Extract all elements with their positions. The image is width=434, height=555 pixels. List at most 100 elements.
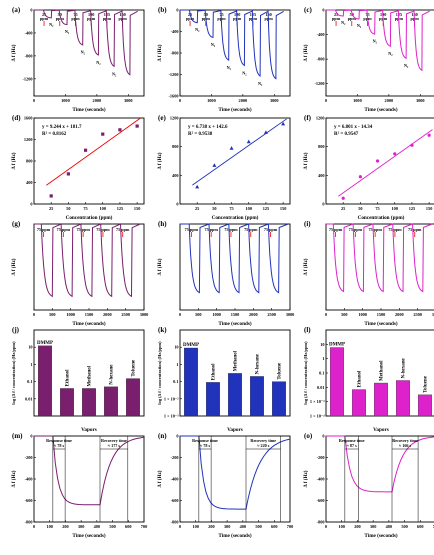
x-tick-label: 500: [401, 524, 407, 529]
x-axis-label: Time (seconds): [72, 106, 105, 113]
concentration-unit: ppm: [265, 16, 274, 21]
x-tick-label: 125: [117, 206, 123, 211]
y-axis-label: Δ f (Hz): [156, 470, 163, 487]
y-axis-label: Δ f (Hz): [156, 44, 163, 61]
x-tick-label: 200: [62, 524, 68, 529]
x-tick-label: 400: [240, 524, 246, 529]
data-point: [427, 133, 431, 137]
bar-category-label: Toluene: [132, 359, 137, 377]
y-tick-label: 1200: [316, 116, 325, 121]
x-tick-label: 50: [358, 206, 362, 211]
x-tick-label: 75: [375, 206, 379, 211]
bar-category-label: Toluene: [424, 375, 429, 393]
y-tick-label: 0: [30, 8, 32, 13]
bar-category-label: Ethanol: [212, 363, 217, 381]
panel-l: (l) log (Δ f / concentration) (Hz/ppm) Vap…: [303, 326, 434, 433]
y-axis-label: Δ f (Hz): [10, 152, 17, 169]
x-tick-label: 75: [229, 206, 233, 211]
data-point: [263, 130, 268, 134]
panel-label: (b): [158, 6, 167, 14]
recovery-time-value: ≈ 177 s: [108, 443, 121, 448]
y-tick-label: 1 × 10⁻⁴: [310, 414, 325, 419]
panel-label: (n): [158, 432, 167, 440]
y-tick-label: 10: [28, 345, 32, 350]
data-point: [229, 146, 234, 150]
x-tick-label: 2000: [239, 98, 248, 103]
response-time-value: ≈ 87 s: [347, 443, 358, 448]
data-point: [101, 132, 105, 136]
x-tick-label: 50: [212, 206, 216, 211]
panel-label: (l): [304, 326, 311, 334]
x-tick-label: 700: [287, 524, 293, 529]
bar-category-label: Methanol: [234, 350, 239, 371]
concentration-label: 75 ppm: [185, 227, 199, 232]
n2-purge-label: N₂: [357, 23, 362, 28]
x-tick-label: 500: [109, 524, 115, 529]
data-point: [375, 159, 380, 163]
y-tick-label: -800: [171, 51, 179, 56]
concentration-label: 75 ppm: [76, 227, 90, 232]
x-tick-label: 25: [49, 206, 53, 211]
x-tick-label: 0: [325, 524, 327, 529]
plot-frame: [33, 117, 145, 205]
y-tick-label: 0.01: [317, 385, 325, 390]
y-tick-label: 0: [30, 202, 32, 207]
x-tick-label: 300: [78, 524, 84, 529]
x-tick-label: 1000: [353, 98, 362, 103]
plot-frame: [33, 223, 145, 311]
fit-line: [46, 117, 141, 186]
plot-frame: [179, 117, 291, 205]
y-tick-label: -400: [171, 29, 179, 34]
data-point: [49, 194, 53, 198]
concentration-label: 75 ppm: [264, 227, 278, 232]
y-axis-label: Δ f (Hz): [10, 44, 17, 61]
concentration-label: 75 ppm: [204, 227, 218, 232]
fit-line: [192, 118, 287, 186]
response-time-label: Response time: [192, 438, 218, 443]
panel-f: (f) Δ f (Hz) Concentration (ppm) 25 50 75 100 1…: [302, 114, 434, 221]
data-point: [118, 128, 122, 132]
x-tick-label: 1500: [231, 312, 240, 317]
x-tick-label: 3000: [140, 312, 149, 317]
x-tick-label: 2000: [103, 312, 112, 317]
concentration-unit: ppm: [56, 16, 65, 21]
bar-toluene: [418, 394, 432, 417]
y-tick-label: -400: [317, 477, 325, 482]
y-tick-label: 400: [26, 180, 32, 185]
x-tick-label: 0: [179, 524, 181, 529]
panel-m: (m) Δ f (Hz) Time (seconds) 0 100 200 300 400 50…: [10, 432, 147, 539]
response-curve: [34, 223, 141, 298]
x-axis-label: Concentration (ppm): [212, 214, 259, 221]
x-tick-label: 3000: [286, 312, 295, 317]
panel-label: (m): [12, 432, 23, 440]
recovery-time-label: Recovery time: [250, 438, 276, 443]
x-tick-label: 1000: [358, 312, 367, 317]
bar-toluene: [126, 378, 140, 417]
bar-dmmp: [330, 347, 344, 417]
x-tick-label: 200: [208, 524, 214, 529]
y-axis-label: Δ f (Hz): [156, 258, 163, 275]
y-tick-label: -800: [25, 520, 33, 525]
data-point: [246, 139, 251, 144]
response-curve: [326, 435, 434, 493]
fit-r-squared: R² = 0.9547: [334, 131, 359, 137]
response-time-label: Response time: [46, 438, 72, 443]
panel-label: (c): [304, 6, 312, 14]
y-tick-label: 400: [318, 173, 324, 178]
panel-a: (a) Δ f (Hz) Time (seconds) 0 1000 2000 3000 0 -…: [10, 6, 145, 113]
y-axis-label: Δ f (Hz): [302, 44, 309, 61]
n2-purge-label: N₂: [242, 70, 247, 75]
x-tick-label: 100: [192, 524, 198, 529]
x-axis-label: Concentration (ppm): [66, 214, 113, 221]
x-tick-label: 0: [33, 98, 35, 103]
x-tick-label: 700: [433, 524, 434, 529]
concentration-label: 75 ppm: [329, 227, 343, 232]
bar-n-hexane: [396, 380, 410, 417]
fit-equation: y = 9.244 x + 181.7: [42, 125, 82, 130]
data-point: [135, 124, 139, 128]
y-tick-label: 0.1: [319, 371, 324, 376]
y-tick-label: 0: [176, 434, 178, 439]
y-tick-label: -200: [171, 455, 179, 460]
y-tick-label: -400: [25, 477, 33, 482]
